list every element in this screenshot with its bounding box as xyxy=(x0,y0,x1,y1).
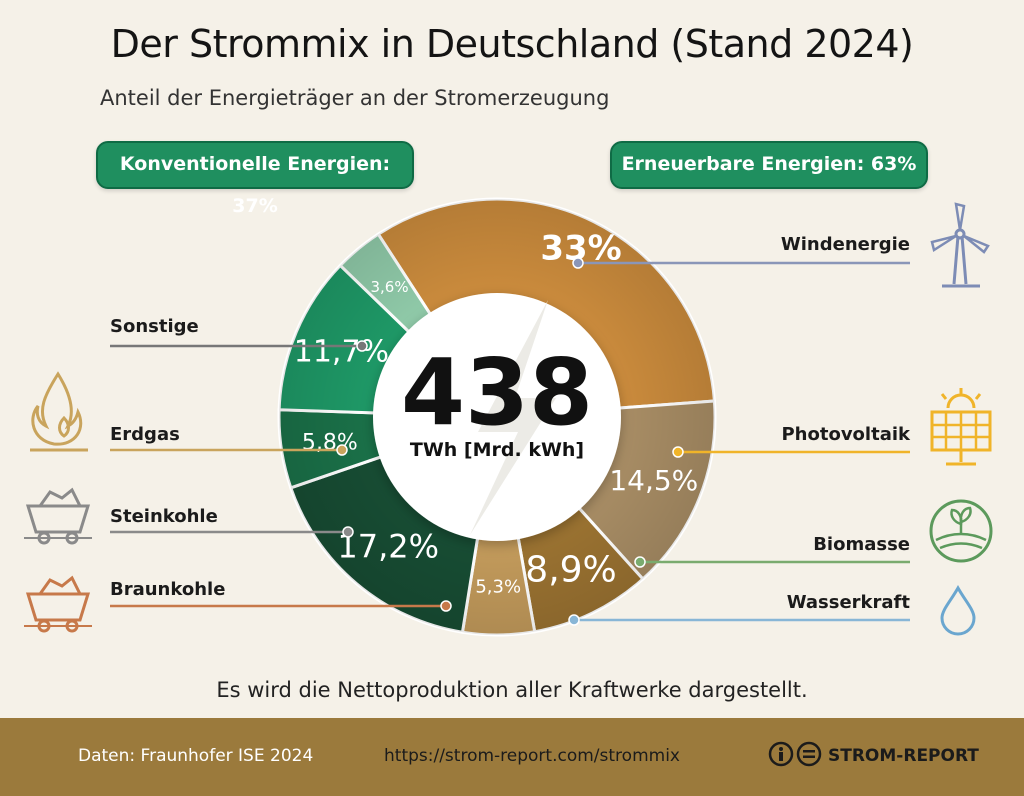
conventional-energy-badge: Konventionelle Energien: 37% xyxy=(96,141,414,217)
leader-dot-photovoltaik xyxy=(672,446,684,458)
leader-dot-erdgas xyxy=(336,444,348,456)
slice-label-sonstige: 3,6% xyxy=(370,278,408,296)
legend-label-wasserkraft: Wasserkraft xyxy=(786,592,910,613)
lightning-bolt-icon xyxy=(470,300,556,535)
leader-dot-sonstige xyxy=(356,340,368,352)
legend-label-erdgas: Erdgas xyxy=(110,424,180,445)
leader-dot-windenergie xyxy=(572,257,584,269)
creative-commons-icon xyxy=(768,741,822,767)
leader-dot-wasserkraft xyxy=(568,614,580,626)
total-unit: TWh [Mrd. kWh] xyxy=(410,439,584,461)
strommix-donut-chart: 438 TWh [Mrd. kWh] 33%14,5%8,9%5,3%17,2%… xyxy=(110,197,910,637)
slice-label-braunkohle: 17,2% xyxy=(337,528,439,566)
slice-label-biomasse: 8,9% xyxy=(525,550,616,591)
legend-label-biomasse: Biomasse xyxy=(813,534,910,555)
data-source: Daten: Fraunhofer ISE 2024 xyxy=(78,746,314,766)
water-drop-icon xyxy=(940,584,976,636)
leader-lines xyxy=(110,257,910,626)
source-url-link[interactable]: https://strom-report.com/strommix xyxy=(384,746,680,766)
slice-label-erdgas: 11,7% xyxy=(294,335,389,370)
legend-label-photovoltaik: Photovoltaik xyxy=(781,424,910,445)
slice-label-wasserkraft: 5,3% xyxy=(475,576,521,597)
footnote: Es wird die Nettoproduktion aller Kraftw… xyxy=(216,678,808,702)
lignite-cart-icon xyxy=(24,575,92,633)
legend-label-braunkohle: Braunkohle xyxy=(110,579,226,600)
slice-label-steinkohle: 5,8% xyxy=(302,431,358,456)
legend-label-sonstige: Sonstige xyxy=(110,316,199,337)
brand-logo-text: STROM-REPORT xyxy=(828,746,979,766)
page-title: Der Strommix in Deutschland (Stand 2024) xyxy=(110,22,914,66)
page-subtitle: Anteil der Energieträger an der Stromerz… xyxy=(100,86,610,110)
renewable-energy-badge: Erneuerbare Energien: 63% xyxy=(610,141,928,189)
coal-cart-icon xyxy=(24,487,92,545)
leader-dot-braunkohle xyxy=(440,600,452,612)
slice-label-photovoltaik: 14,5% xyxy=(609,464,698,497)
solar-panel-icon xyxy=(930,388,992,466)
wind-turbine-icon xyxy=(930,202,990,288)
footer-bar: Daten: Fraunhofer ISE 2024 https://strom… xyxy=(0,718,1024,796)
leader-dot-steinkohle xyxy=(342,526,354,538)
leader-dot-biomasse xyxy=(634,556,646,568)
biomass-leaf-icon xyxy=(929,499,993,563)
gas-flame-icon xyxy=(30,371,88,452)
total-value: 438 xyxy=(401,339,593,446)
legend-label-windenergie: Windenergie xyxy=(780,234,910,255)
legend-label-steinkohle: Steinkohle xyxy=(110,506,218,527)
